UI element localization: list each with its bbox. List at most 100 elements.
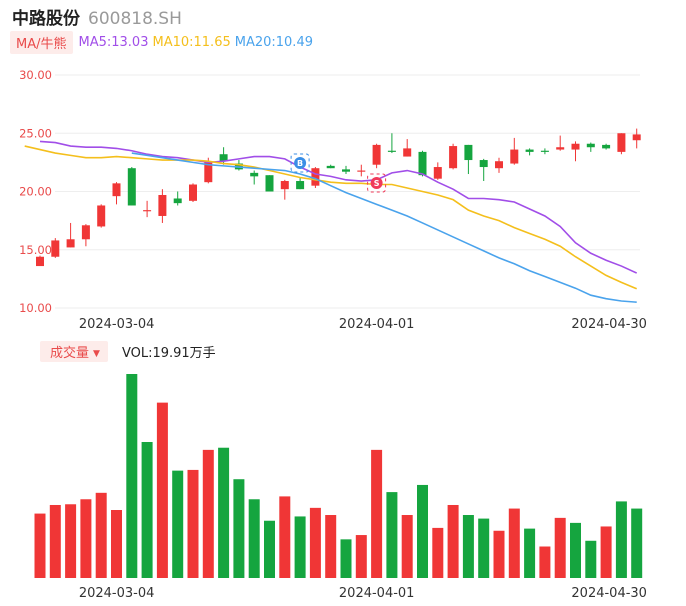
price-grid	[55, 74, 640, 309]
y-tick-label: 30.00	[19, 68, 52, 82]
candle	[403, 139, 412, 157]
candle-body	[97, 205, 106, 227]
candle	[617, 133, 626, 155]
candle	[311, 167, 320, 189]
marker-frame	[290, 153, 310, 173]
volume-bar	[615, 501, 627, 578]
volume-bar	[65, 504, 77, 578]
candle-body	[280, 181, 289, 190]
date-axis: 2024-03-04 2024-03-04 2024-04-01 2024-04-01…	[79, 317, 647, 601]
candle-body	[36, 256, 44, 267]
stock-name: 中路股份	[12, 9, 80, 29]
candle-body	[51, 240, 60, 257]
candle-body	[464, 144, 473, 161]
volume-bar	[371, 449, 383, 578]
candle-body	[372, 144, 381, 165]
candle	[112, 182, 121, 205]
candle-body	[602, 144, 611, 149]
candle	[296, 177, 305, 190]
candle	[342, 165, 350, 175]
volume-bar	[570, 522, 581, 578]
volume-value: VOL:19.91万手	[121, 345, 216, 361]
stock-header: 中路股份 600818.SH	[12, 4, 182, 29]
volume-bar	[585, 540, 597, 578]
ma20-legend: MA20:10.49	[234, 34, 313, 50]
trade-markers: BS	[290, 153, 387, 193]
volume-bar	[279, 496, 291, 578]
candle	[602, 143, 611, 150]
volume-bar	[386, 492, 398, 578]
ma-lines	[24, 140, 638, 303]
volume-bar	[95, 492, 107, 578]
volume-bar	[309, 507, 321, 578]
candle-body	[265, 175, 274, 192]
ma10-line	[24, 145, 638, 290]
candle-body	[189, 184, 197, 201]
volume-bar	[49, 504, 61, 578]
volume-bar	[631, 508, 643, 578]
candle-body	[326, 165, 335, 169]
ma-indicator-toggle[interactable]: MA/牛熊	[10, 30, 73, 54]
x-tick-label: 2024-04-30	[571, 317, 647, 332]
candle	[525, 148, 534, 156]
candle	[265, 175, 274, 192]
volume-bar	[156, 402, 168, 578]
candle-body	[342, 169, 350, 172]
candle-body	[173, 198, 182, 204]
volume-bar	[493, 530, 505, 578]
candle-body	[66, 239, 75, 248]
x-tick-label: 2024-04-01	[339, 586, 415, 601]
volume-bar	[233, 479, 245, 578]
candle	[189, 183, 197, 202]
candle	[632, 128, 641, 149]
candle	[357, 164, 366, 177]
marker-dot	[294, 157, 307, 169]
candle-body	[204, 161, 213, 183]
volume-bar	[187, 469, 199, 578]
volume-bar	[34, 513, 46, 578]
volume-bar	[111, 510, 122, 578]
candle	[387, 133, 396, 154]
candle-body	[219, 154, 228, 162]
candle-body	[449, 146, 458, 169]
price-axis: 30.00 25.00 20.00 15.00 10.00	[19, 68, 52, 315]
volume-bar	[432, 527, 444, 578]
candle	[81, 224, 90, 247]
volume-bar	[600, 526, 612, 578]
volume-bar	[417, 484, 428, 578]
candle	[326, 164, 335, 169]
volume-indicator-label: 成交量	[50, 345, 90, 361]
volume-bar	[355, 535, 367, 578]
candle-body	[586, 143, 595, 148]
candle	[479, 158, 488, 182]
candle	[36, 255, 44, 267]
candle-body	[556, 147, 565, 150]
candle-body	[357, 170, 366, 172]
stock-code: 600818.SH	[88, 9, 182, 29]
volume-bar	[508, 508, 520, 578]
volume-bar	[340, 539, 352, 578]
candle	[495, 157, 503, 173]
candle	[556, 135, 565, 151]
volume-bar	[172, 470, 184, 578]
volume-bar	[539, 546, 551, 578]
volume-bar	[554, 517, 566, 578]
candle	[372, 143, 381, 169]
candle-body	[81, 225, 90, 240]
volume-legend: 成交量 ▼ VOL:19.91万手	[40, 340, 216, 362]
candle	[418, 150, 427, 177]
candle-body	[127, 168, 136, 206]
volume-bar	[141, 442, 153, 578]
volume-indicator-dropdown[interactable]: 成交量 ▼	[40, 340, 108, 362]
volume-bar	[447, 504, 459, 578]
marker-frame	[367, 173, 387, 193]
candle	[571, 141, 580, 162]
candle	[540, 148, 549, 155]
candle-body	[418, 151, 427, 176]
sell-marker: S	[367, 173, 387, 193]
volume-bars	[34, 374, 643, 578]
candle-body	[387, 150, 396, 152]
volume-bar	[478, 518, 490, 578]
candle-body	[617, 133, 626, 152]
